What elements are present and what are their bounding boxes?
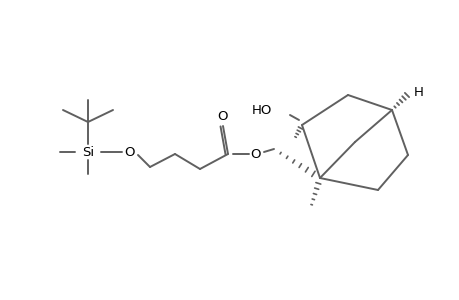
Text: O: O <box>250 148 261 160</box>
Text: O: O <box>124 146 135 158</box>
Text: O: O <box>217 110 228 122</box>
Text: HO: HO <box>251 103 271 116</box>
Text: H: H <box>413 85 423 98</box>
Text: Si: Si <box>82 146 94 158</box>
